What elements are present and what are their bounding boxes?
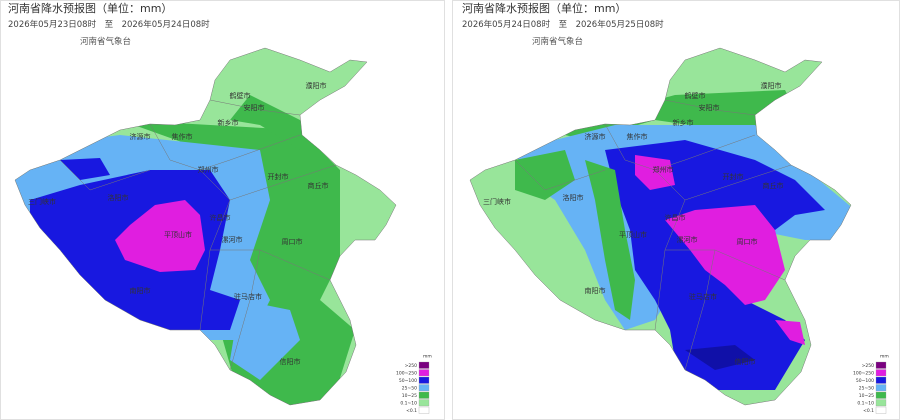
legend-swatch [418,391,430,399]
city-label: 濮阳市 [306,81,327,90]
map-title: 河南省降水预报图（单位：mm） [8,1,172,15]
legend-swatch [875,384,887,392]
legend-swatch [875,391,887,399]
city-label: 鹤壁市 [230,91,251,100]
city-label: 三门峡市 [28,197,56,206]
legend-label: 0.1~10 [857,400,874,406]
city-label: 商丘市 [308,181,329,190]
legend-label: 25~50 [859,385,874,391]
legend-label: 25~50 [402,385,417,391]
legend-swatch [418,406,430,414]
legend-label: <0.1 [863,408,874,414]
city-label: 焦作市 [172,132,193,141]
city-label: 鹤壁市 [685,91,706,100]
city-label: 洛阳市 [108,193,129,202]
legend-swatch [875,376,887,384]
city-label: 驻马店市 [689,292,717,301]
legend-label: 10~25 [402,393,417,399]
boundary [514,99,792,371]
legend-swatch [875,399,887,407]
city-label: 安阳市 [244,103,265,112]
city-label: 济源市 [585,132,606,141]
city-label: 周口市 [737,237,758,246]
map-title: 河南省降水预报图（单位：mm） [462,1,626,15]
city-label: 漯河市 [222,235,243,244]
city-label: 开封市 [723,172,744,181]
city-label: 驻马店市 [234,292,262,301]
legend-label: <0.1 [406,408,417,414]
city-label: 开封市 [268,172,289,181]
boundary [59,99,337,371]
legend-label: 100~250 [396,370,417,376]
city-label: 平顶山市 [619,230,647,239]
legend-label: 50~100 [399,378,417,384]
legend-unit: mm [423,355,432,360]
agency: 河南省气象台 [80,36,131,47]
legend-label: 10~25 [859,393,874,399]
legend-unit: mm [880,355,889,360]
city-label: 周口市 [282,237,303,246]
legend-swatch [875,369,887,377]
legend-swatch [418,399,430,407]
legend-swatch [418,376,430,384]
legend-swatch [875,406,887,414]
legend-label: >250 [405,363,417,369]
legend-label: 50~100 [856,378,874,384]
agency: 河南省气象台 [532,36,583,47]
legend-label: 100~250 [853,370,874,376]
city-label: 焦作市 [627,132,648,141]
city-label: 濮阳市 [761,81,782,90]
legend-swatch [418,361,430,369]
city-label: 济源市 [130,132,151,141]
city-label: 安阳市 [699,103,720,112]
legend-swatch [418,369,430,377]
forecast-period: 2026年05月23日08时 至 2026年05月24日08时 [8,19,210,30]
city-label: 信阳市 [735,357,756,366]
legend-swatch [875,361,887,369]
forecast-period: 2026年05月24日08时 至 2026年05月25日08时 [462,19,664,30]
city-label: 南阳市 [130,286,151,295]
legend-label: 0.1~10 [400,400,417,406]
legend-swatch [418,384,430,392]
city-label: 信阳市 [280,357,301,366]
city-label: 许昌市 [210,213,231,222]
city-label: 洛阳市 [563,193,584,202]
city-label: 许昌市 [665,213,686,222]
city-label: 新乡市 [673,118,694,127]
city-label: 新乡市 [218,118,239,127]
city-label: 郑州市 [198,165,219,174]
city-label: 平顶山市 [164,230,192,239]
city-label: 商丘市 [763,181,784,190]
city-label: 郑州市 [653,165,674,174]
city-label: 南阳市 [585,286,606,295]
legend-label: >250 [862,363,874,369]
city-label: 三门峡市 [483,197,511,206]
city-label: 漯河市 [677,235,698,244]
